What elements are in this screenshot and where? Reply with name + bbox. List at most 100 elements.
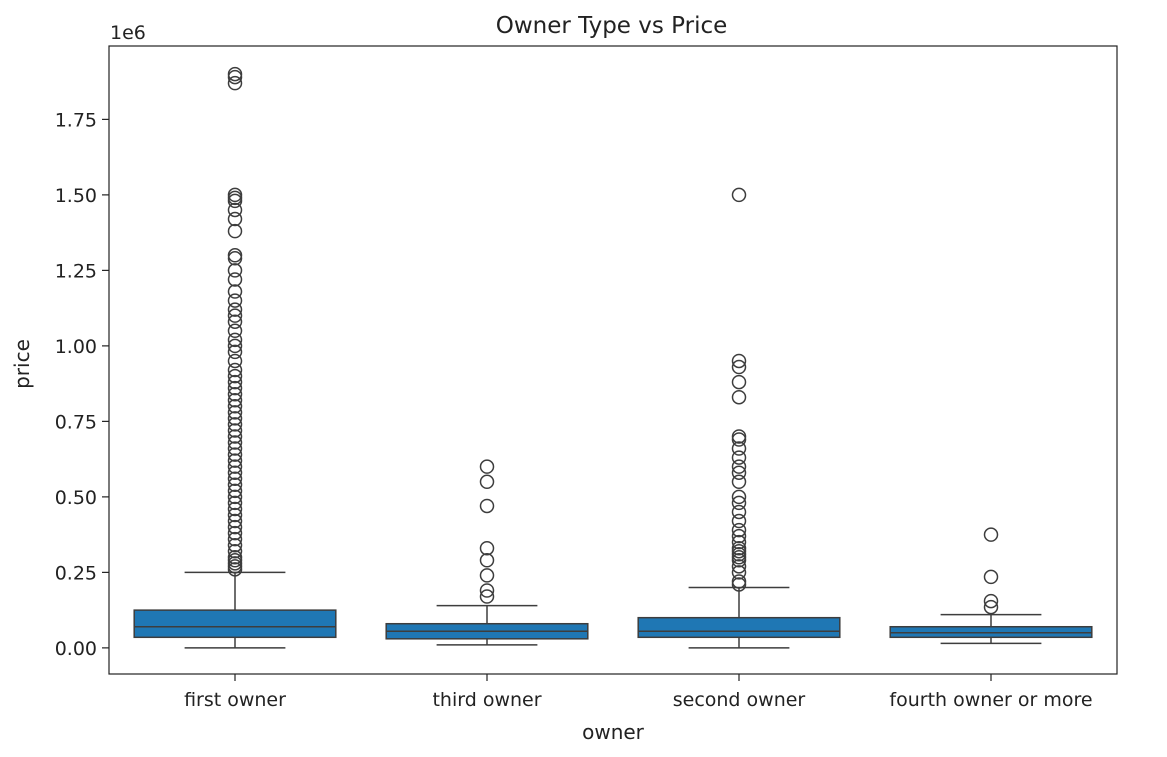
outlier-point [731, 513, 747, 529]
outlier-point [227, 332, 243, 348]
x-axis: first owner third owner second owner fourth… [184, 674, 1093, 711]
outlier-point [479, 568, 495, 583]
outlier-point [227, 368, 243, 384]
outlier-point [227, 447, 243, 462]
outlier-point [731, 553, 747, 568]
outlier-point [227, 453, 243, 468]
outlier-point [731, 389, 747, 405]
outlier-point [227, 435, 243, 450]
outlier-point [731, 489, 747, 505]
outlier-point [227, 477, 243, 493]
outlier-point [731, 450, 747, 465]
outlier-point [227, 519, 243, 535]
outlier-point [227, 353, 243, 369]
outlier-point [479, 474, 495, 490]
outlier-point [227, 338, 243, 354]
outlier-point [227, 211, 243, 227]
outlier-point [731, 577, 747, 592]
outlier-point [731, 441, 747, 456]
chart-title: Owner Type vs Price [496, 13, 728, 39]
outlier-point [227, 525, 243, 541]
outlier-point [227, 263, 243, 278]
outlier-point [731, 353, 747, 369]
outlier-point [227, 386, 243, 402]
y-axis: 0.00 0.25 0.50 0.75 1.00 1.25 1.50 1.75 [55, 109, 109, 660]
box-first-owner [133, 66, 337, 649]
outlier-point [731, 374, 747, 390]
outlier-point [479, 589, 495, 604]
y-tick-label: 0.25 [55, 562, 97, 584]
y-tick-label: 1.25 [55, 260, 97, 282]
x-tick-label: second owner [673, 689, 806, 711]
outlier-point [731, 559, 747, 574]
y-tick-label: 1.00 [55, 336, 97, 358]
outlier-point [227, 248, 243, 263]
outlier-point [731, 187, 747, 203]
outlier-point [227, 537, 243, 553]
outlier-point [731, 429, 747, 444]
outlier-point [227, 459, 243, 474]
outlier-point [731, 359, 747, 375]
outlier-point [983, 593, 999, 609]
outlier-point [227, 562, 243, 577]
outlier-point [983, 569, 999, 585]
plot-frame [108, 45, 1118, 675]
outlier-point [227, 284, 243, 299]
outlier-point [227, 501, 243, 517]
outlier-point [227, 69, 243, 85]
outlier-point [479, 553, 495, 568]
outlier-point [227, 272, 243, 287]
outlier-point [227, 302, 243, 317]
outlier-point [227, 293, 243, 308]
outlier-point [983, 599, 999, 615]
outlier-point [227, 323, 243, 339]
y-axis-offset-label: 1e6 [110, 22, 146, 44]
outlier-point [731, 534, 747, 550]
outlier-point [731, 565, 747, 580]
outlier-point [227, 489, 243, 505]
outlier-point [479, 540, 495, 556]
y-tick-label: 1.75 [55, 109, 97, 131]
outlier-point [227, 531, 243, 547]
x-tick-label: third owner [432, 689, 541, 711]
outlier-point [227, 190, 243, 206]
outlier-point [983, 527, 999, 542]
outlier-point [731, 474, 747, 490]
outlier-point [227, 543, 243, 559]
outlier-point [227, 75, 243, 91]
y-tick-label: 0.00 [55, 638, 97, 660]
outlier-point [227, 513, 243, 529]
outlier-point [479, 459, 495, 474]
outlier-point [227, 362, 243, 378]
outlier-point [227, 465, 243, 480]
box-second-owner [637, 187, 841, 649]
y-tick-label: 1.50 [55, 185, 97, 207]
box-third-owner [385, 459, 589, 646]
iqr-box [133, 609, 337, 639]
outlier-point [227, 202, 243, 218]
outlier-point [227, 251, 243, 266]
outlier-point [227, 308, 243, 323]
outlier-point [227, 399, 243, 414]
y-tick-label: 0.50 [55, 487, 97, 509]
outlier-point [227, 429, 243, 444]
outlier-point [227, 417, 243, 432]
x-tick-label: fourth owner or more [889, 689, 1092, 711]
outlier-point [227, 405, 243, 420]
iqr-box [637, 616, 841, 639]
outlier-point [731, 459, 747, 474]
x-axis-label: owner [582, 720, 645, 744]
x-tick-label: first owner [184, 689, 286, 711]
outlier-point [227, 495, 243, 511]
outlier-point [227, 314, 243, 329]
outlier-point [227, 423, 243, 438]
boxes-layer [133, 66, 1093, 649]
outlier-point [227, 380, 243, 396]
outlier-point [227, 507, 243, 523]
outlier-point [479, 583, 495, 598]
outlier-point [731, 495, 747, 511]
outlier-point [227, 193, 243, 209]
outlier-point [731, 432, 747, 447]
box-fourth-owner-or-more [889, 527, 1093, 645]
